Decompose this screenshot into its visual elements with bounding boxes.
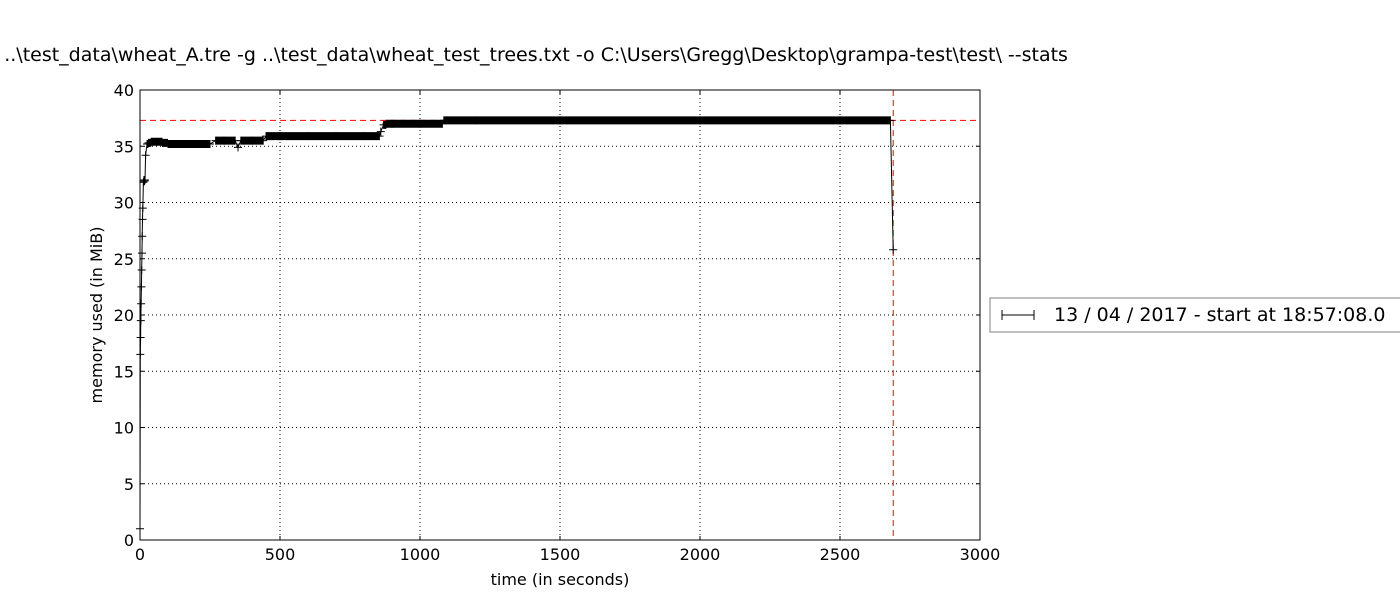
- marker-band: [383, 120, 387, 129]
- y-tick-label: 35: [114, 137, 134, 156]
- series-layer: [136, 116, 898, 533]
- marker-band: [196, 140, 210, 148]
- y-tick-label: 15: [114, 362, 134, 381]
- series-line: [139, 119, 894, 529]
- y-tick-label: 40: [114, 81, 134, 100]
- marker-band: [386, 119, 392, 128]
- marker-band: [280, 132, 308, 141]
- x-tick-label: 500: [265, 545, 296, 564]
- legend-box: [989, 297, 1400, 333]
- chart-title: mprof run grampa.py -s ..\test_data\whea…: [0, 44, 1068, 66]
- marker-band: [168, 140, 182, 148]
- marker-band: [364, 132, 380, 141]
- marker-band: [215, 136, 224, 145]
- x-tick-label: 0: [135, 545, 145, 564]
- marker-band: [143, 176, 145, 184]
- data-point: [376, 127, 385, 136]
- data-point: [136, 316, 145, 325]
- marker-band: [182, 140, 196, 148]
- data-point: [137, 282, 146, 291]
- axis-ticks: 0 500 1000 1500 2000 2500 3000 0 5 10 15 20 25 30 35 40: [114, 81, 1001, 564]
- marker-band: [476, 116, 560, 125]
- marker-band: [266, 132, 280, 141]
- data-point: [137, 299, 146, 308]
- marker-band: [148, 138, 152, 147]
- marker-band: [224, 136, 236, 145]
- y-axis-label: memory used (in MiB): [87, 227, 106, 404]
- marker-band: [446, 116, 476, 125]
- data-point: [139, 178, 148, 187]
- data-point: [889, 245, 898, 254]
- data-point: [234, 143, 242, 152]
- marker-band: [443, 116, 447, 125]
- marker-band: [392, 119, 420, 128]
- grid: [140, 90, 980, 540]
- x-axis-label: time (in seconds): [491, 570, 630, 589]
- data-point: [141, 151, 150, 160]
- data-point: [138, 232, 147, 241]
- marker-band: [308, 132, 336, 141]
- legend-label: 13 / 04 / 2017 - start at 18:57:08.0: [1054, 304, 1386, 326]
- y-tick-label: 25: [114, 250, 134, 269]
- marker-band: [162, 138, 168, 147]
- x-tick-label: 3000: [960, 545, 1001, 564]
- y-tick-label: 20: [114, 306, 134, 325]
- x-tick-label: 1500: [540, 545, 581, 564]
- x-tick-label: 1000: [400, 545, 441, 564]
- y-tick-label: 30: [114, 194, 134, 213]
- marker-band: [560, 116, 700, 125]
- marker-band: [700, 116, 840, 125]
- y-tick-label: 5: [124, 475, 134, 494]
- data-point: [136, 333, 145, 342]
- marker-band: [252, 136, 264, 145]
- marker-band: [240, 136, 252, 145]
- marker-band: [151, 137, 157, 146]
- marker-band: [840, 116, 891, 125]
- data-point: [137, 249, 146, 258]
- marker-band: [144, 177, 146, 186]
- marker-band: [147, 140, 149, 148]
- marker-band: [156, 137, 163, 146]
- x-tick-label: 2500: [820, 545, 861, 564]
- y-tick-label: 10: [114, 419, 134, 438]
- marker-band: [420, 119, 443, 128]
- marker-band: [336, 132, 364, 141]
- legend: 13 / 04 / 2017 - start at 18:57:08.0: [989, 297, 1400, 333]
- data-point: [137, 266, 146, 274]
- x-tick-label: 2000: [680, 545, 721, 564]
- y-tick-label: 0: [124, 531, 134, 550]
